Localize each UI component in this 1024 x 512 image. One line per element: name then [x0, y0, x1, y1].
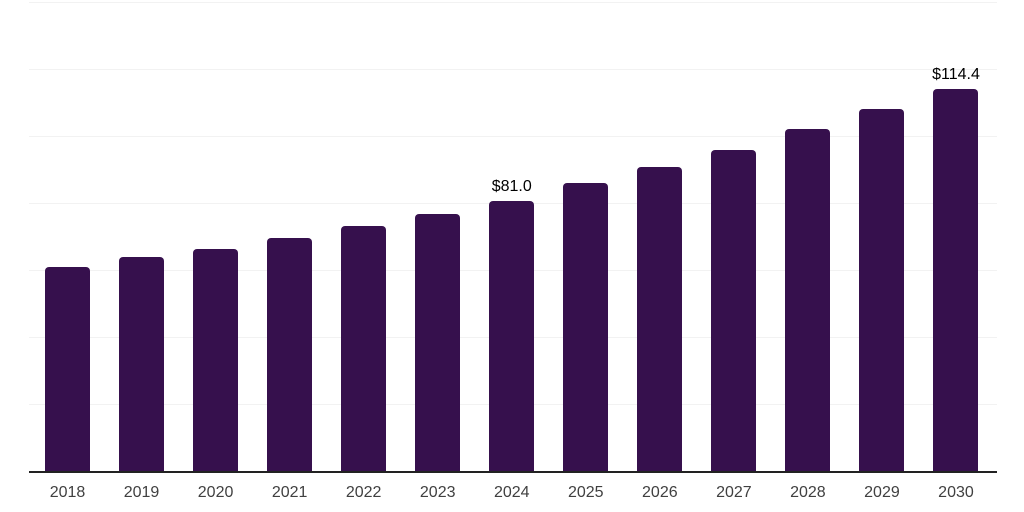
plot-area: $81.0 $114.4	[29, 0, 997, 472]
bar-2022	[341, 226, 387, 472]
x-tick-2018: 2018	[49, 484, 86, 501]
x-tick-2021: 2021	[271, 484, 308, 501]
x-tick-2028: 2028	[790, 484, 826, 501]
bar-2018	[45, 267, 90, 472]
bar-2028	[785, 129, 831, 472]
bar-2027	[711, 150, 757, 472]
bar-2026	[637, 167, 683, 472]
bar-value-label-2030: $114.4	[932, 65, 980, 83]
gridline-120	[29, 69, 997, 70]
x-tick-2030: 2030	[938, 484, 974, 501]
x-tick-2025: 2025	[567, 484, 604, 501]
bar-2030	[933, 88, 979, 472]
x-tick-2024: 2024	[493, 484, 530, 501]
bar-2024	[489, 200, 535, 472]
bar-2025	[563, 183, 609, 472]
gridline-140	[29, 2, 997, 3]
bar-value-label-2024: $81.0	[491, 177, 532, 195]
x-tick-2027: 2027	[716, 484, 752, 501]
bar-2029	[859, 109, 905, 472]
x-axis-line	[29, 471, 997, 473]
x-tick-2020: 2020	[197, 484, 234, 501]
bar-2021	[267, 238, 313, 472]
x-tick-2026: 2026	[642, 484, 678, 501]
x-tick-2023: 2023	[419, 484, 456, 501]
bar-2023	[415, 213, 461, 472]
bar-2020	[193, 248, 239, 472]
gridline-100	[29, 136, 997, 137]
x-tick-2029: 2029	[864, 484, 900, 501]
bar-2019	[119, 257, 165, 472]
x-tick-2022: 2022	[345, 484, 382, 501]
x-tick-2019: 2019	[123, 484, 160, 501]
